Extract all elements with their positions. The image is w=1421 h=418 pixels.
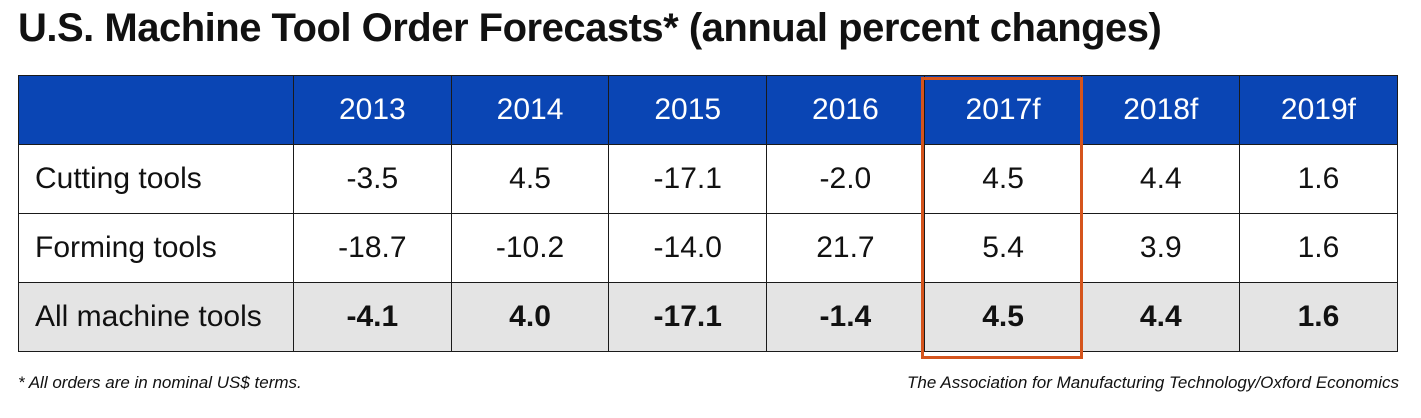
header-row: 2013 2014 2015 2016 2017f 2018f 2019f	[18, 75, 1398, 145]
table-row-cutting-tools: Cutting tools -3.5 4.5 -17.1 -2.0 4.5 4.…	[18, 144, 1398, 214]
column-header: 2015	[608, 75, 768, 145]
data-cell: -17.1	[608, 144, 768, 214]
column-header: 2019f	[1239, 75, 1398, 145]
data-cell: 4.4	[1081, 282, 1241, 352]
data-cell: -10.2	[450, 213, 610, 283]
data-cell: -17.1	[608, 282, 768, 352]
forecast-table: 2013 2014 2015 2016 2017f 2018f 2019f Cu…	[18, 75, 1398, 352]
column-header: 2016	[766, 75, 925, 145]
data-cell: 4.4	[1081, 144, 1241, 214]
column-header: 2013	[293, 75, 452, 145]
chart-title: U.S. Machine Tool Order Forecasts* (annu…	[18, 6, 1162, 50]
data-cell: 5.4	[923, 213, 1083, 283]
data-cell: 4.5	[923, 144, 1083, 214]
data-cell: 1.6	[1239, 282, 1398, 352]
column-header: 2018f	[1081, 75, 1241, 145]
data-cell: -18.7	[293, 213, 452, 283]
table-row-all-machine-tools: All machine tools -4.1 4.0 -17.1 -1.4 4.…	[18, 282, 1398, 352]
data-cell: 3.9	[1081, 213, 1241, 283]
footnote: * All orders are in nominal US$ terms.	[18, 373, 302, 392]
source-credit: The Association for Manufacturing Techno…	[907, 373, 1399, 392]
data-cell: 4.0	[450, 282, 610, 352]
table-row-forming-tools: Forming tools -18.7 -10.2 -14.0 21.7 5.4…	[18, 213, 1398, 283]
data-cell: 4.5	[923, 282, 1083, 352]
row-label: Cutting tools	[18, 144, 294, 214]
data-cell: 4.5	[450, 144, 610, 214]
header-corner-cell	[18, 75, 294, 145]
data-cell: 1.6	[1239, 213, 1398, 283]
data-cell: -2.0	[766, 144, 925, 214]
data-cell: -4.1	[293, 282, 452, 352]
data-cell: -14.0	[608, 213, 768, 283]
column-header: 2017f	[923, 75, 1083, 145]
row-label: Forming tools	[18, 213, 294, 283]
data-cell: 21.7	[766, 213, 925, 283]
column-header: 2014	[450, 75, 610, 145]
row-label: All machine tools	[18, 282, 294, 352]
data-cell: -1.4	[766, 282, 925, 352]
data-cell: -3.5	[293, 144, 452, 214]
data-cell: 1.6	[1239, 144, 1398, 214]
